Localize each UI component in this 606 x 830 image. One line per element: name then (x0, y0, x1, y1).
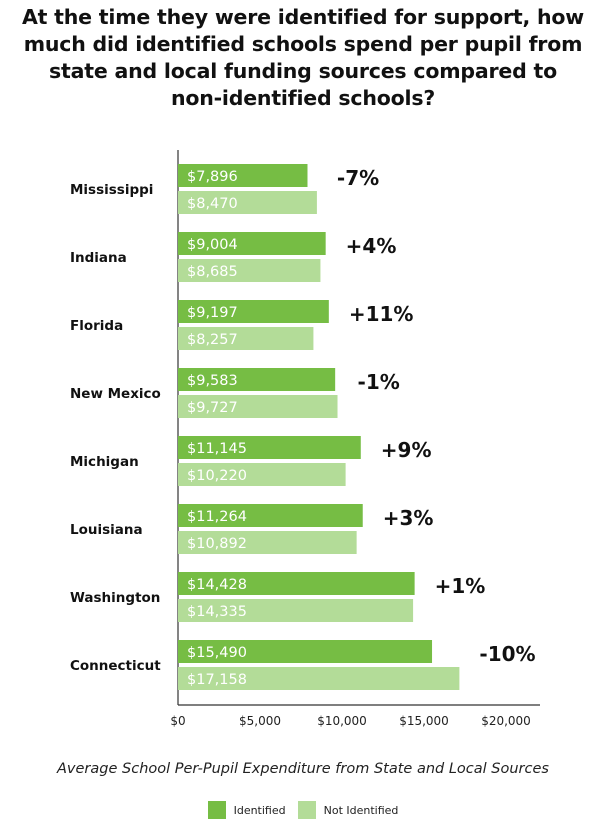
difference-label: +11% (349, 302, 414, 326)
legend: Identified Not Identified (0, 801, 606, 819)
category-label: New Mexico (70, 386, 161, 402)
category-label: Florida (70, 318, 123, 334)
difference-label: -7% (337, 166, 379, 190)
value-label-identified: $9,197 (187, 305, 238, 321)
category-label: Mississippi (70, 182, 153, 198)
value-label-not-identified: $9,727 (187, 400, 238, 416)
bar-identified (178, 164, 308, 187)
bar-not-identified (178, 531, 357, 554)
bar-identified (178, 572, 415, 595)
difference-label: +9% (381, 438, 432, 462)
legend-swatch-not-identified (297, 801, 316, 819)
value-label-not-identified: $10,220 (187, 468, 247, 484)
difference-label: -1% (358, 370, 400, 394)
legend-label-identified: Identified (233, 803, 286, 817)
value-label-identified: $11,264 (187, 509, 247, 525)
value-label-identified: $14,428 (187, 577, 247, 593)
category-label: Washington (70, 590, 160, 606)
legend-item-identified: Identified (207, 801, 286, 819)
category-label: Louisiana (70, 522, 143, 538)
x-tick-label: $0 (170, 714, 185, 728)
bar-chart: $0 $5,000 $10,000 $15,000 $20,000 Mississippi… (70, 150, 540, 728)
value-label-identified: $15,490 (187, 645, 247, 661)
value-label-not-identified: $8,685 (187, 264, 238, 280)
bar-identified (178, 436, 361, 459)
bar-not-identified (178, 191, 317, 214)
bar-identified (178, 640, 433, 663)
x-tick-label: $15,000 (399, 714, 449, 728)
x-tick-label: $5,000 (239, 714, 281, 728)
legend-swatch-identified (207, 801, 226, 819)
value-label-identified: $7,896 (187, 169, 238, 185)
value-label-identified: $9,004 (187, 237, 238, 253)
category-label: Connecticut (70, 658, 161, 674)
difference-label: -10% (479, 642, 535, 666)
difference-label: +4% (346, 234, 397, 258)
bar-not-identified (178, 327, 314, 350)
bar-not-identified (178, 259, 321, 282)
bar-identified (178, 368, 336, 391)
value-label-not-identified: $8,470 (187, 196, 238, 212)
legend-item-not-identified: Not Identified (297, 801, 399, 819)
x-tick-label: $20,000 (481, 714, 531, 728)
value-label-not-identified: $17,158 (187, 672, 247, 688)
category-label: Michigan (70, 454, 139, 470)
value-label-identified: $9,583 (187, 373, 238, 389)
x-tick-label: $10,000 (317, 714, 367, 728)
title-line: At the time they were identified for sup… (21, 5, 585, 29)
value-label-not-identified: $10,892 (187, 536, 247, 552)
chart-title: At the time they were identified for sup… (0, 4, 606, 112)
difference-label: +3% (383, 506, 434, 530)
x-axis-caption: Average School Per-Pupil Expenditure fro… (57, 761, 549, 777)
bar-not-identified (178, 463, 346, 486)
value-label-identified: $11,145 (187, 441, 247, 457)
title-line: non-identified schools? (170, 86, 436, 110)
legend-label-not-identified: Not Identified (323, 803, 399, 817)
value-label-not-identified: $8,257 (187, 332, 238, 348)
bar-identified (178, 300, 329, 323)
title-line: state and local funding sources compared… (49, 59, 557, 83)
difference-label: +1% (435, 574, 486, 598)
category-label: Indiana (70, 250, 127, 266)
bar-not-identified (178, 667, 460, 690)
title-line: much did identified schools spend per pu… (23, 32, 583, 56)
value-label-not-identified: $14,335 (187, 604, 247, 620)
bar-not-identified (178, 599, 414, 622)
bar-not-identified (178, 395, 338, 418)
bar-identified (178, 232, 326, 255)
bar-identified (178, 504, 363, 527)
